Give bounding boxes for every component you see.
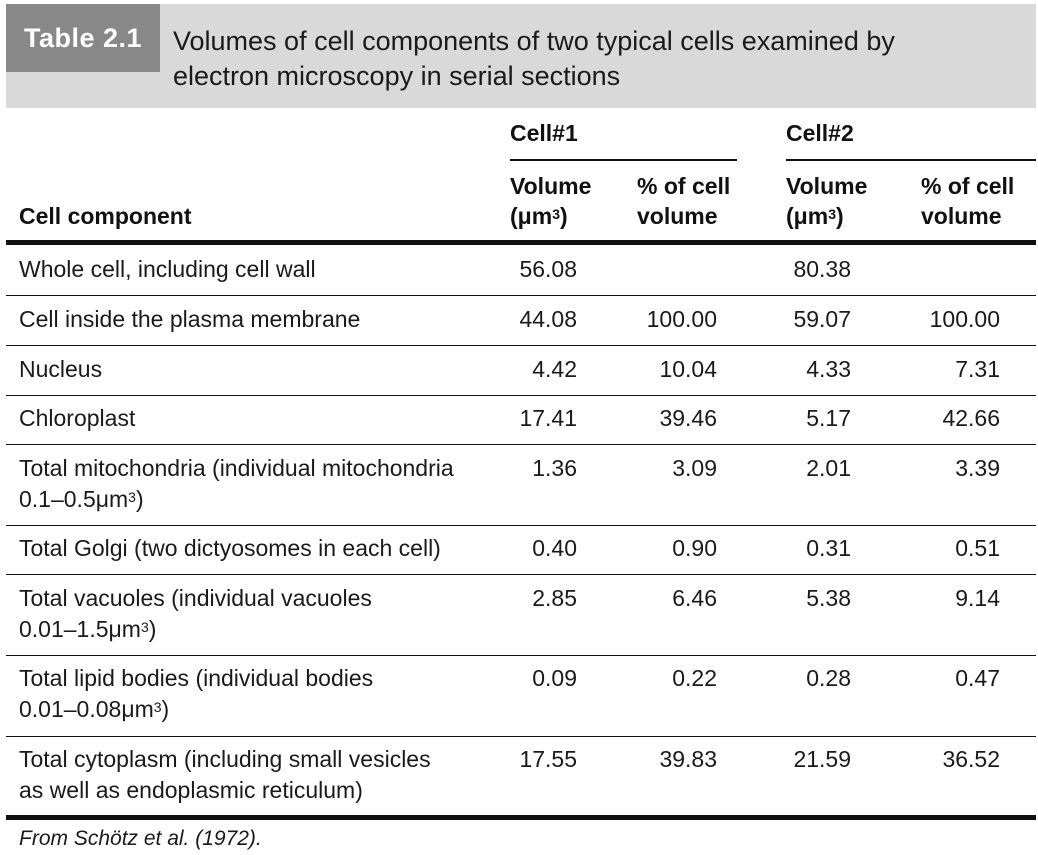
cell1-volume-value: 4.42 (532, 356, 577, 382)
cell2-volume-value: 0.28 (806, 665, 851, 691)
header-cell1-pct: % of cell volume (637, 173, 731, 229)
cell2-volume-value: 4.33 (806, 356, 851, 382)
row-label: Total mitochondria (individual mitochond… (19, 455, 454, 512)
cell1-pct-value: 39.46 (659, 405, 717, 431)
cell2-pct-value: 7.31 (955, 356, 1000, 382)
cell1-volume-value: 17.55 (519, 746, 577, 772)
caption-line-2: electron microscopy in serial sections (173, 61, 621, 91)
row-divider (6, 736, 1036, 737)
cell2-pct-value: 42.66 (942, 405, 1000, 431)
cell2-underline (786, 159, 1036, 161)
cell1-volume-value: 1.36 (532, 455, 577, 481)
header-cell2-volume: Volume (μm3) (786, 173, 868, 229)
row-divider (6, 295, 1036, 296)
row-divider (6, 345, 1036, 346)
table-bottom-rule (6, 815, 1036, 820)
cell2-pct-value: 0.47 (955, 665, 1000, 691)
cell2-pct-value: 100.00 (929, 306, 1000, 332)
cell1-pct-value: 0.22 (672, 665, 717, 691)
header-thick-rule (6, 240, 1036, 245)
cell2-pct-value: 3.39 (955, 455, 1000, 481)
cell2-pct-value: 0.51 (955, 535, 1000, 561)
row-label: Total vacuoles (individual vacuoles 0.01… (19, 585, 372, 642)
cell1-volume-value: 17.41 (519, 405, 577, 431)
table-caption: Volumes of cell components of two typica… (173, 24, 993, 94)
cell1-pct-value: 10.04 (659, 356, 717, 382)
header-cell1: Cell#1 (510, 120, 578, 146)
cell1-pct-value: 100.00 (646, 306, 717, 332)
table-number-label: Table 2.1 (6, 4, 160, 72)
table-header-band: Table 2.1 Volumes of cell components of … (6, 4, 1036, 108)
cell1-volume-value: 44.08 (519, 306, 577, 332)
row-divider (6, 574, 1036, 575)
caption-line-1: Volumes of cell components of two typica… (173, 26, 895, 56)
cell1-pct-value: 39.83 (659, 746, 717, 772)
source-footnote: From Schötz et al. (1972). (19, 827, 262, 850)
row-divider (6, 395, 1036, 396)
row-label: Cell inside the plasma membrane (19, 306, 361, 332)
cell2-pct-value: 36.52 (942, 746, 1000, 772)
row-label: Total Golgi (two dictyosomes in each cel… (19, 535, 441, 561)
cell1-volume-value: 2.85 (532, 585, 577, 611)
cell2-volume-value: 59.07 (793, 306, 851, 332)
header-cell-component: Cell component (19, 203, 192, 229)
cell2-volume-value: 2.01 (806, 455, 851, 481)
row-divider (6, 525, 1036, 526)
cell1-volume-value: 0.40 (532, 535, 577, 561)
cell2-volume-value: 5.17 (806, 405, 851, 431)
row-label: Total lipid bodies (individual bodies 0.… (19, 665, 374, 722)
row-label: Total cytoplasm (including small vesicle… (19, 746, 431, 803)
row-divider (6, 655, 1036, 656)
cell2-volume-value: 80.38 (793, 256, 851, 282)
header-cell2-pct: % of cell volume (921, 173, 1015, 229)
cell1-underline (510, 159, 737, 161)
cell1-volume-value: 0.09 (532, 665, 577, 691)
cell2-volume-value: 0.31 (806, 535, 851, 561)
cell1-volume-value: 56.08 (519, 256, 577, 282)
cell2-volume-value: 5.38 (806, 585, 851, 611)
cell2-pct-value: 9.14 (955, 585, 1000, 611)
header-cell2: Cell#2 (786, 120, 854, 146)
cell1-pct-value: 0.90 (672, 535, 717, 561)
cell2-volume-value: 21.59 (793, 746, 851, 772)
row-label: Nucleus (19, 356, 103, 382)
row-label: Chloroplast (19, 405, 136, 431)
cell1-pct-value: 3.09 (672, 455, 717, 481)
row-divider (6, 444, 1036, 445)
header-cell1-volume: Volume (μm3) (510, 173, 592, 229)
cell1-pct-value: 6.46 (672, 585, 717, 611)
row-label: Whole cell, including cell wall (19, 256, 316, 282)
